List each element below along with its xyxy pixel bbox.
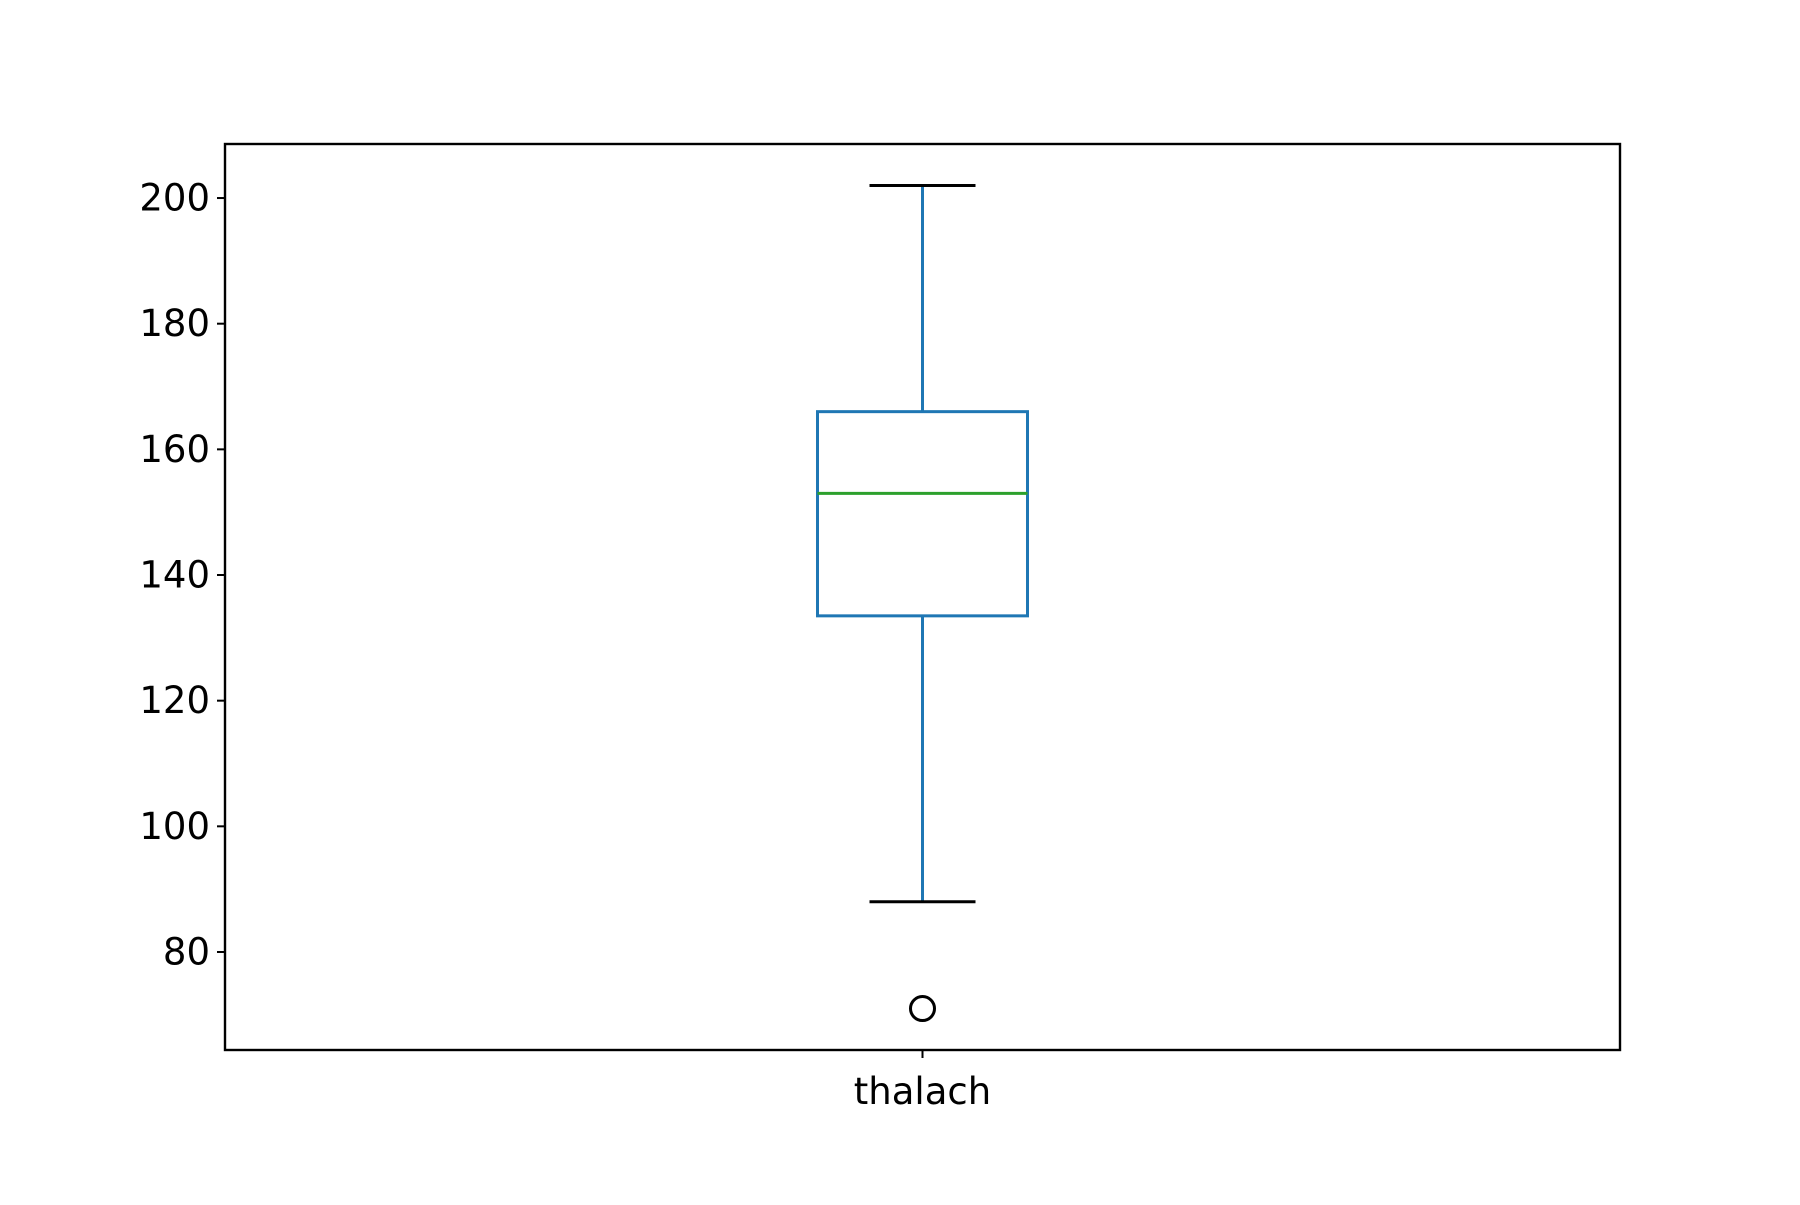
y-tick-label: 100 <box>139 805 210 848</box>
y-tick-label: 80 <box>163 930 210 973</box>
outlier-point <box>909 995 936 1023</box>
y-tick-label: 200 <box>139 177 210 220</box>
y-tick-label: 140 <box>139 554 210 597</box>
y-tick-label: 120 <box>139 679 210 722</box>
x-tick-label: thalach <box>854 1070 991 1113</box>
plot-marks <box>816 183 1029 1023</box>
y-tick-label: 180 <box>139 302 210 345</box>
y-axis: 80 100 120 140 160 180 200 <box>139 177 225 973</box>
y-tick-label: 160 <box>139 428 210 471</box>
x-axis: thalach <box>854 1050 991 1113</box>
iqr-box <box>816 410 1029 618</box>
